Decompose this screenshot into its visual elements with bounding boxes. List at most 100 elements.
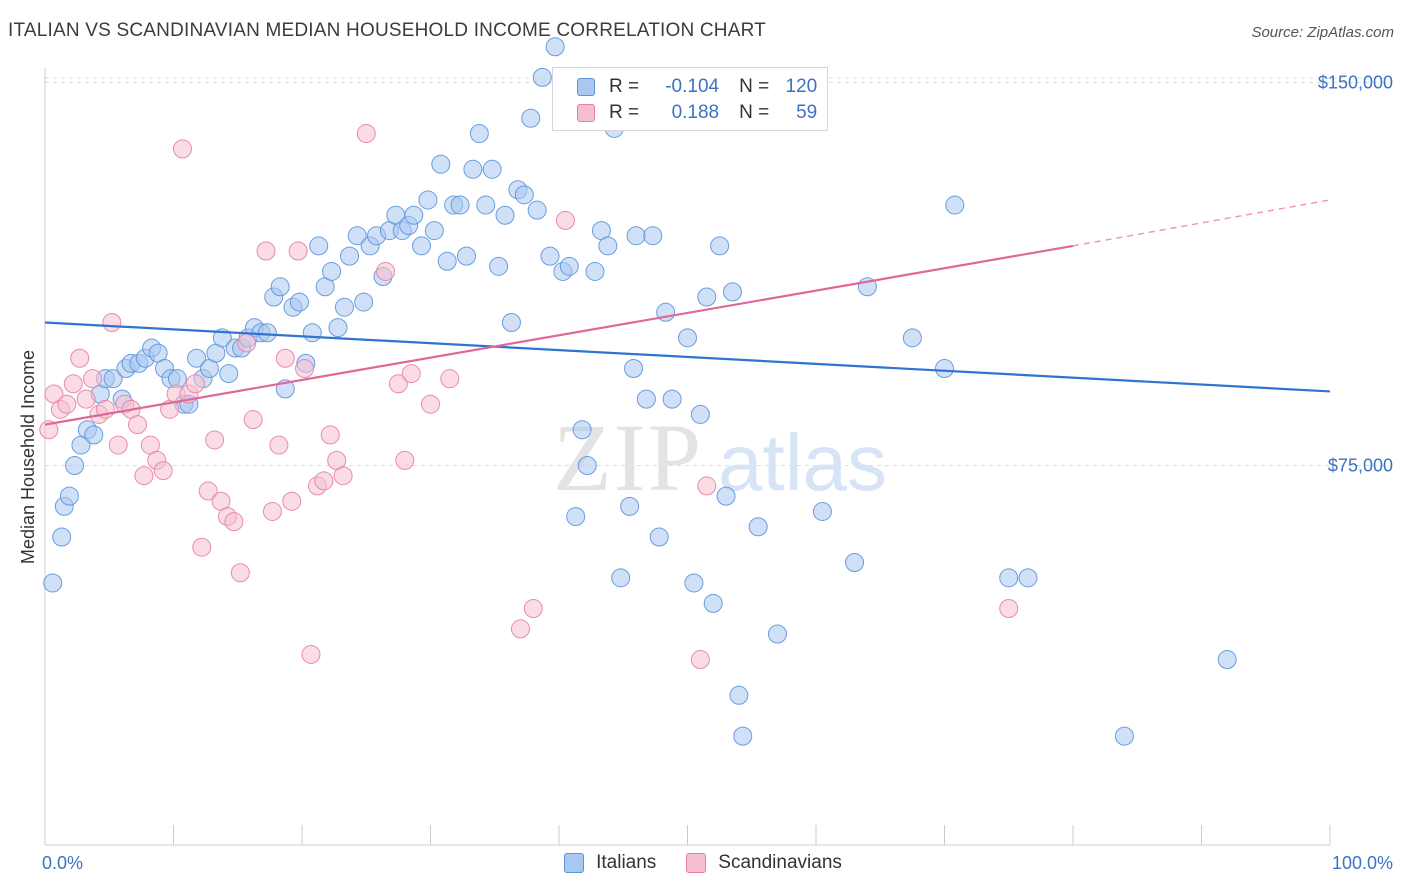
series-legend-italians[interactable]: Italians <box>564 852 656 874</box>
italians-point-78 <box>540 246 560 266</box>
y-tick-label-0: $75,000 <box>1328 455 1393 475</box>
legend-n-label: N = <box>739 76 770 97</box>
italians-point-87 <box>598 236 618 256</box>
italians-point-34 <box>257 323 277 343</box>
series-swatch-italians <box>564 853 585 873</box>
italians-point-101 <box>697 287 717 307</box>
legend-n-label: N = <box>739 102 770 123</box>
scandinavians-point-5 <box>70 348 90 368</box>
italians-point-89 <box>611 568 631 588</box>
legend-row-italians: R = -0.104 N = 120 <box>577 74 817 100</box>
scandinavians-point-52 <box>421 394 440 414</box>
italians-point-47 <box>340 246 360 266</box>
scandinavians-point-35 <box>262 501 282 521</box>
scandinavians-trend-extension <box>1072 199 1331 247</box>
italians-point-49 <box>354 292 374 312</box>
scandinavians-point-50 <box>395 450 415 470</box>
scandinavians-point-32 <box>243 410 263 430</box>
italians-point-36 <box>270 277 290 297</box>
italians-point-107 <box>733 726 753 746</box>
scandinavians-point-7 <box>83 369 103 389</box>
scandinavians-point-14 <box>128 415 148 435</box>
legend-swatch-italians <box>577 78 595 96</box>
italians-point-95 <box>649 527 669 547</box>
italians-point-28 <box>219 364 239 384</box>
italians-point-100 <box>690 404 710 424</box>
italians-point-65 <box>456 246 476 266</box>
italians-point-118 <box>1114 726 1134 746</box>
italians-point-120 <box>1217 650 1237 670</box>
italians-point-62 <box>437 251 457 271</box>
italians-point-64 <box>450 195 470 215</box>
y-tick-labels: $75,000$150,000$225,000$300,000 <box>1318 72 1393 475</box>
italians-point-113 <box>902 328 922 348</box>
italians-trend-line <box>44 321 1331 393</box>
italians-point-103 <box>710 236 730 256</box>
italians-point-111 <box>845 553 865 573</box>
watermark-zip: ZIP <box>553 404 703 511</box>
scandinavians-point-62 <box>999 598 1019 618</box>
italians-point-75 <box>521 108 541 128</box>
italians-point-23 <box>187 348 207 368</box>
scandinavians-point-60 <box>690 650 710 670</box>
scandinavians-point-49 <box>388 374 408 394</box>
scandinavians-point-18 <box>153 461 173 481</box>
legend-n-value-scandinavians: 59 <box>796 102 818 123</box>
italians-point-110 <box>812 501 832 521</box>
italians-point-91 <box>626 226 646 246</box>
series-swatch-scandinavians <box>686 853 707 873</box>
italians-point-93 <box>636 389 656 409</box>
scandinavians-point-31 <box>237 333 257 353</box>
legend-swatch-scandinavians <box>577 104 595 122</box>
scandinavians-point-59 <box>697 476 717 496</box>
correlation-legend: R = -0.104 N = 120 R = 0.188 N = 59 <box>552 67 828 131</box>
italians-point-76 <box>527 200 547 220</box>
scandinavians-point-57 <box>523 598 543 618</box>
scandinavians-point-11 <box>108 435 128 455</box>
italians-point-60 <box>424 221 444 241</box>
italians-point-10 <box>103 369 123 389</box>
italians-point-4 <box>65 455 85 475</box>
italians-point-71 <box>495 205 515 225</box>
scandinavians-point-3 <box>57 394 77 414</box>
italians-point-102 <box>703 593 723 613</box>
scandinavians-point-46 <box>333 466 353 486</box>
legend-r-label: R = <box>609 102 640 123</box>
legend-n-value-italians: 120 <box>785 76 818 97</box>
italians-point-59 <box>418 190 438 210</box>
italians-point-42 <box>309 236 329 256</box>
scandinavians-point-47 <box>356 124 376 144</box>
scandinavians-point-37 <box>275 348 295 368</box>
italians-point-115 <box>945 195 965 215</box>
italians-point-67 <box>469 124 489 144</box>
scandinavians-point-38 <box>282 491 302 511</box>
scandinavians-point-24 <box>192 537 212 557</box>
italians-point-116 <box>999 568 1019 588</box>
italians-point-77 <box>532 67 552 87</box>
italians-point-3 <box>59 486 79 506</box>
scandinavians-point-43 <box>314 471 334 491</box>
scandinavians-point-56 <box>510 619 530 639</box>
italians-point-79 <box>545 37 565 57</box>
italians-point-106 <box>729 685 749 705</box>
italians-point-117 <box>1018 568 1038 588</box>
italians-point-105 <box>722 282 742 302</box>
scandinavians-point-26 <box>205 430 225 450</box>
axes <box>44 68 1331 846</box>
italians-point-94 <box>643 226 663 246</box>
italians-point-108 <box>748 517 768 537</box>
scandinavians-point-44 <box>320 425 340 445</box>
scandinavians-point-51 <box>401 364 421 384</box>
series-legend-scandinavians[interactable]: Scandinavians <box>686 852 842 874</box>
scandinavians-point-36 <box>269 435 289 455</box>
series-name-scandinavians: Scandinavians <box>718 852 842 873</box>
x-tick-label-max: 100.0% <box>1332 853 1393 873</box>
watermark-atlas: atlas <box>718 418 887 507</box>
italians-point-66 <box>463 159 483 179</box>
italians-point-70 <box>489 256 509 276</box>
italians-point-46 <box>334 297 354 317</box>
scandinavians-point-41 <box>301 644 321 664</box>
italians-point-39 <box>289 292 309 312</box>
italians-point-69 <box>482 159 502 179</box>
